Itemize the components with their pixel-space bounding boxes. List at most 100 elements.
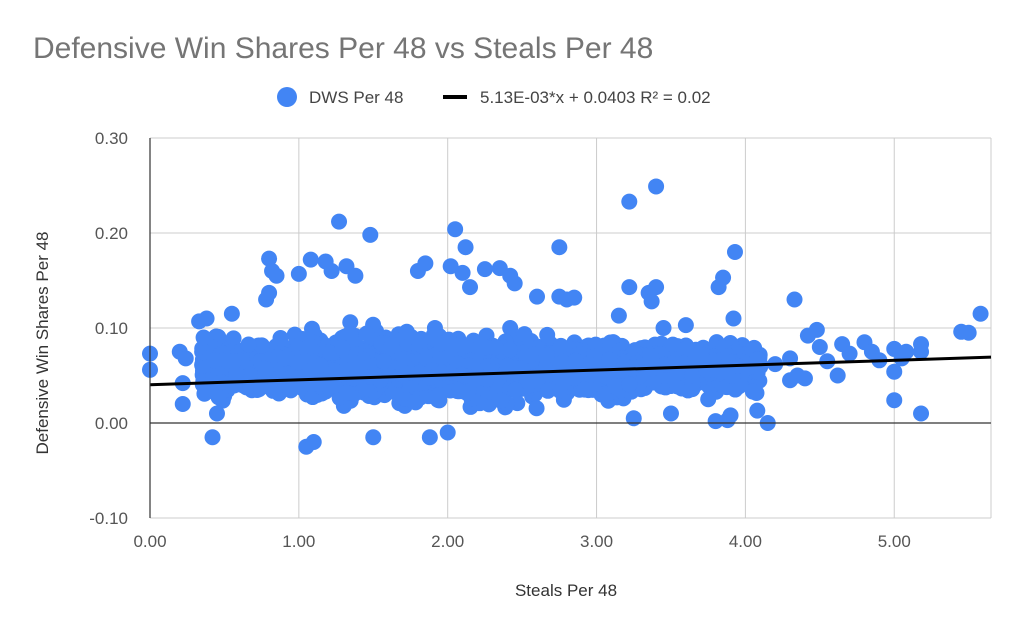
data-point [417,255,434,272]
data-point [487,339,504,356]
data-point [655,320,672,336]
data-point [886,392,903,409]
data-point [684,367,701,384]
data-points [142,178,989,455]
data-point [566,289,583,306]
data-point [913,405,930,422]
data-point [325,377,342,394]
data-point [476,261,493,278]
data-point [252,379,269,396]
data-point [421,429,438,446]
data-point [411,364,428,381]
data-point [506,275,523,292]
data-point [524,373,541,390]
legend-label-trendline: 5.13E-03*x + 0.0403 R² = 0.02 [480,88,711,107]
data-point [551,239,568,256]
data-point [457,239,474,256]
data-point [749,402,766,419]
data-point [796,370,813,387]
data-point [362,226,379,243]
data-point [347,355,364,372]
x-tick-label: 3.00 [580,532,613,551]
data-point [960,324,977,341]
data-point [225,330,242,347]
data-point [407,394,424,411]
data-point [528,400,545,417]
data-point [208,405,225,422]
data-point [529,288,546,305]
data-point [402,376,419,393]
data-point [342,325,359,342]
data-point [539,326,556,343]
data-point [898,343,915,360]
data-point [195,329,212,346]
chart-title: Defensive Win Shares Per 48 vs Steals Pe… [33,32,653,65]
data-point [829,367,846,384]
data-point [276,350,293,367]
gridlines [150,137,992,519]
y-tick-labels: -0.10 0.00 0.10 0.20 0.30 [89,129,128,528]
data-point [206,352,223,369]
data-point [567,352,584,369]
data-point [204,429,221,446]
data-point [841,345,858,362]
data-point [726,244,743,260]
data-point [607,378,624,395]
data-point [431,386,448,403]
data-point [621,279,638,296]
x-axis-title: Steals Per 48 [515,581,617,600]
y-axis-title: Defensive Win Shares Per 48 [33,232,52,455]
data-point [715,269,732,286]
data-point [725,310,742,327]
data-point [398,323,415,340]
data-point [610,307,627,324]
data-point [913,343,930,360]
data-point [291,354,308,371]
data-point [450,383,467,400]
data-point [972,305,989,322]
y-tick-label: 0.00 [95,414,128,433]
y-tick-label: -0.10 [89,509,128,528]
trendline [149,355,992,387]
data-point [338,384,355,401]
data-point [668,378,685,395]
data-point [334,339,351,356]
legend-marker-dws [277,87,297,107]
data-point [700,391,717,408]
data-point [601,351,618,368]
data-point [439,424,456,441]
data-point [462,279,479,296]
data-point [643,293,660,310]
data-point [621,376,638,393]
x-tick-labels: 0.00 1.00 2.00 3.00 4.00 5.00 [133,532,910,551]
data-point [268,267,285,284]
x-tick-label: 5.00 [878,532,911,551]
data-point [442,258,459,275]
data-point [272,330,289,347]
data-point [174,396,191,412]
data-point [704,361,721,378]
data-point [493,392,510,409]
x-tick-label: 2.00 [431,532,464,551]
data-point [886,363,903,380]
data-point [648,178,665,195]
data-point [722,407,739,424]
data-point [507,381,524,398]
data-point [210,389,227,406]
legend: DWS Per 48 5.13E-03*x + 0.0403 R² = 0.02 [277,87,711,107]
data-point [434,364,451,381]
data-point [744,383,761,400]
legend-label-dws: DWS Per 48 [309,88,403,107]
data-point [347,267,364,284]
data-point [261,250,278,267]
data-point [223,305,240,322]
data-point [499,357,516,374]
data-point [621,193,638,210]
data-point [375,353,392,370]
data-point [808,321,825,338]
data-point [648,279,665,296]
data-point [664,336,681,353]
data-point [303,320,320,337]
trendline-group [149,355,992,387]
